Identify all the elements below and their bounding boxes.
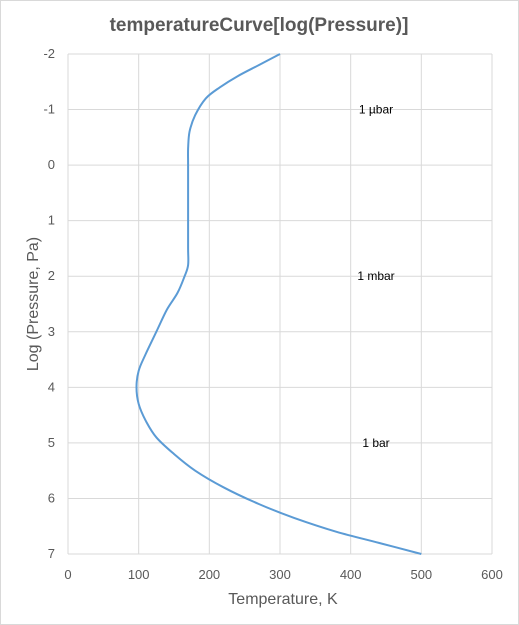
y-tick-label: -2 bbox=[43, 46, 55, 61]
chart-title: temperatureCurve[log(Pressure)] bbox=[110, 15, 409, 36]
annotations: 1 µbar 1 mbar 1 bar bbox=[357, 103, 394, 450]
x-tick-label: 0 bbox=[64, 567, 71, 582]
x-axis-title: Temperature, K bbox=[228, 591, 338, 608]
y-tick-label: 7 bbox=[48, 546, 55, 561]
x-tick-label: 600 bbox=[481, 567, 503, 582]
y-tick-label: 6 bbox=[48, 490, 55, 505]
temperature-curve bbox=[135, 53, 422, 555]
y-tick-label: 4 bbox=[48, 379, 55, 394]
x-tick-labels: 0 100 200 300 400 500 600 bbox=[64, 567, 502, 582]
y-tick-label: 1 bbox=[48, 213, 55, 228]
x-tick-label: 200 bbox=[198, 567, 220, 582]
x-tick-label: 400 bbox=[340, 567, 362, 582]
y-tick-label: -1 bbox=[43, 102, 55, 117]
y-tick-label: 3 bbox=[48, 324, 55, 339]
y-tick-label: 0 bbox=[48, 157, 55, 172]
x-tick-label: 300 bbox=[269, 567, 291, 582]
x-tick-label: 500 bbox=[410, 567, 432, 582]
annotation-label: 1 bar bbox=[362, 436, 389, 450]
annotation-label: 1 µbar bbox=[359, 103, 393, 117]
grid bbox=[67, 53, 493, 555]
y-tick-label: 2 bbox=[48, 268, 55, 283]
y-axis-title: Log (Pressure, Pa) bbox=[25, 237, 42, 371]
y-tick-label: 5 bbox=[48, 435, 55, 450]
annotation-label: 1 mbar bbox=[357, 269, 394, 283]
x-tick-label: 100 bbox=[128, 567, 150, 582]
y-tick-labels: -2 -1 0 1 2 3 4 5 6 7 bbox=[43, 46, 55, 561]
